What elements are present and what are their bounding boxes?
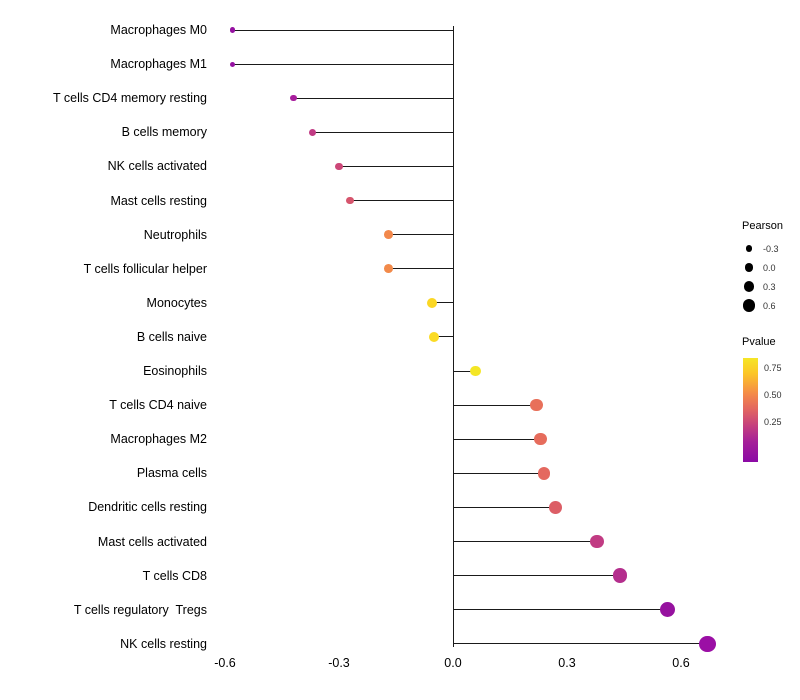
category-label: B cells memory	[121, 125, 207, 140]
x-tick-label: -0.6	[214, 656, 236, 670]
category-label: Monocytes	[146, 295, 207, 310]
category-label: Mast cells resting	[110, 193, 207, 208]
legend-size-entry: 0.0	[742, 258, 800, 277]
category-label: Neutrophils	[143, 227, 207, 242]
lollipop-point	[230, 61, 236, 67]
lollipop-stem	[232, 63, 453, 65]
x-tick-label: -0.3	[328, 656, 350, 670]
x-tick-label: 0.0	[444, 656, 462, 670]
legend-pvalue-label: 0.25	[764, 416, 782, 427]
lollipop-point	[699, 635, 716, 652]
legend-size-entry: 0.3	[742, 277, 800, 296]
legend-size-dot	[745, 245, 753, 252]
lollipop-point	[590, 534, 605, 549]
x-tick-label: 0.6	[672, 656, 690, 670]
lollipop-point	[613, 568, 628, 583]
legend-pearson-entries: -0.3 0.0 0.3 0.6	[742, 239, 800, 315]
legend-size-entry: 0.6	[742, 296, 800, 315]
category-label: T cells CD4 memory resting	[53, 91, 207, 106]
lollipop-stem	[350, 200, 453, 201]
legend-size-label: 0.6	[763, 300, 776, 311]
legend-size-dot-box	[742, 245, 756, 252]
lollipop-point	[427, 297, 438, 308]
category-label: NK cells activated	[107, 159, 207, 174]
lollipop-point	[537, 467, 551, 480]
category-label: Macrophages M2	[110, 432, 207, 447]
legend-size-entry: -0.3	[742, 239, 800, 258]
lollipop-stem	[388, 234, 453, 236]
legend-pvalue-label: 0.50	[764, 389, 782, 400]
lollipop-stem	[453, 609, 668, 611]
lollipop-stem	[434, 336, 453, 338]
lollipop-point	[549, 500, 562, 514]
lollipop-stem	[312, 131, 453, 133]
lollipop-stem	[453, 472, 545, 474]
legend-pearson: Pearson -0.3 0.0 0.3 0.6	[742, 220, 800, 315]
legend-size-dot	[744, 263, 754, 272]
lollipop-point	[335, 162, 343, 171]
lollipop-point	[470, 365, 482, 377]
lollipop-stem	[453, 506, 556, 508]
lollipop-point	[230, 27, 236, 33]
legend-pearson-title: Pearson	[742, 220, 783, 232]
x-axis: -0.6 -0.3 0.0 0.3 0.6	[0, 656, 800, 676]
lollipop-stem	[388, 268, 453, 270]
legend-size-dot-box	[742, 281, 756, 292]
legend-size-dot-box	[742, 299, 756, 312]
lollipop-point	[290, 94, 297, 102]
lollipop-stem	[453, 404, 537, 406]
category-label: Plasma cells	[136, 466, 207, 481]
legend-size-label: -0.3	[763, 243, 779, 254]
lollipop-stem	[293, 97, 453, 99]
legend-size-label: 0.3	[763, 281, 776, 292]
legend-size-dot-box	[742, 263, 756, 272]
legend-pvalue-title: Pvalue	[742, 336, 776, 348]
lollipop-stem	[339, 165, 453, 167]
legend-size-dot	[743, 281, 755, 292]
legend-pvalue-label: 0.75	[764, 362, 782, 373]
category-label: Eosinophils	[143, 364, 207, 378]
category-label: Macrophages M1	[110, 57, 207, 72]
zero-axis-line	[453, 26, 454, 647]
lollipop-point	[530, 398, 543, 412]
category-label: T cells regulatory Tregs	[73, 602, 207, 617]
lollipop-stem	[432, 302, 453, 304]
category-label: T cells follicular helper	[83, 261, 207, 276]
lollipop-stem	[453, 575, 621, 577]
lollipop-point	[346, 196, 355, 205]
category-label: NK cells resting	[120, 636, 207, 651]
category-label: T cells CD4 naive	[109, 398, 207, 413]
pvalue-gradient-bar	[743, 358, 758, 462]
lollipop-stem	[453, 370, 476, 372]
category-label: Mast cells activated	[97, 534, 207, 549]
lollipop-stem	[453, 643, 708, 645]
legend-pvalue-labels: 0.75 0.50 0.25	[764, 358, 798, 462]
lollipop-stem	[232, 29, 453, 31]
category-label: T cells CD8	[142, 568, 207, 583]
lollipop-point	[383, 230, 393, 240]
legend-size-dot	[742, 299, 756, 312]
lollipop-point	[308, 128, 316, 136]
lollipop-point	[659, 601, 676, 618]
lollipop-stem	[453, 438, 541, 440]
lollipop-point	[534, 432, 547, 446]
lollipop-point	[383, 264, 393, 274]
category-label: Macrophages M0	[110, 23, 207, 37]
legend-size-label: 0.0	[763, 262, 776, 273]
legend-pvalue: Pvalue 0.75 0.50 0.25	[742, 336, 800, 462]
category-label: B cells naive	[136, 329, 207, 344]
lollipop-stem	[453, 541, 598, 542]
category-label: Dendritic cells resting	[88, 500, 207, 515]
lollipop-point	[429, 331, 439, 342]
x-tick-label: 0.3	[558, 656, 576, 670]
